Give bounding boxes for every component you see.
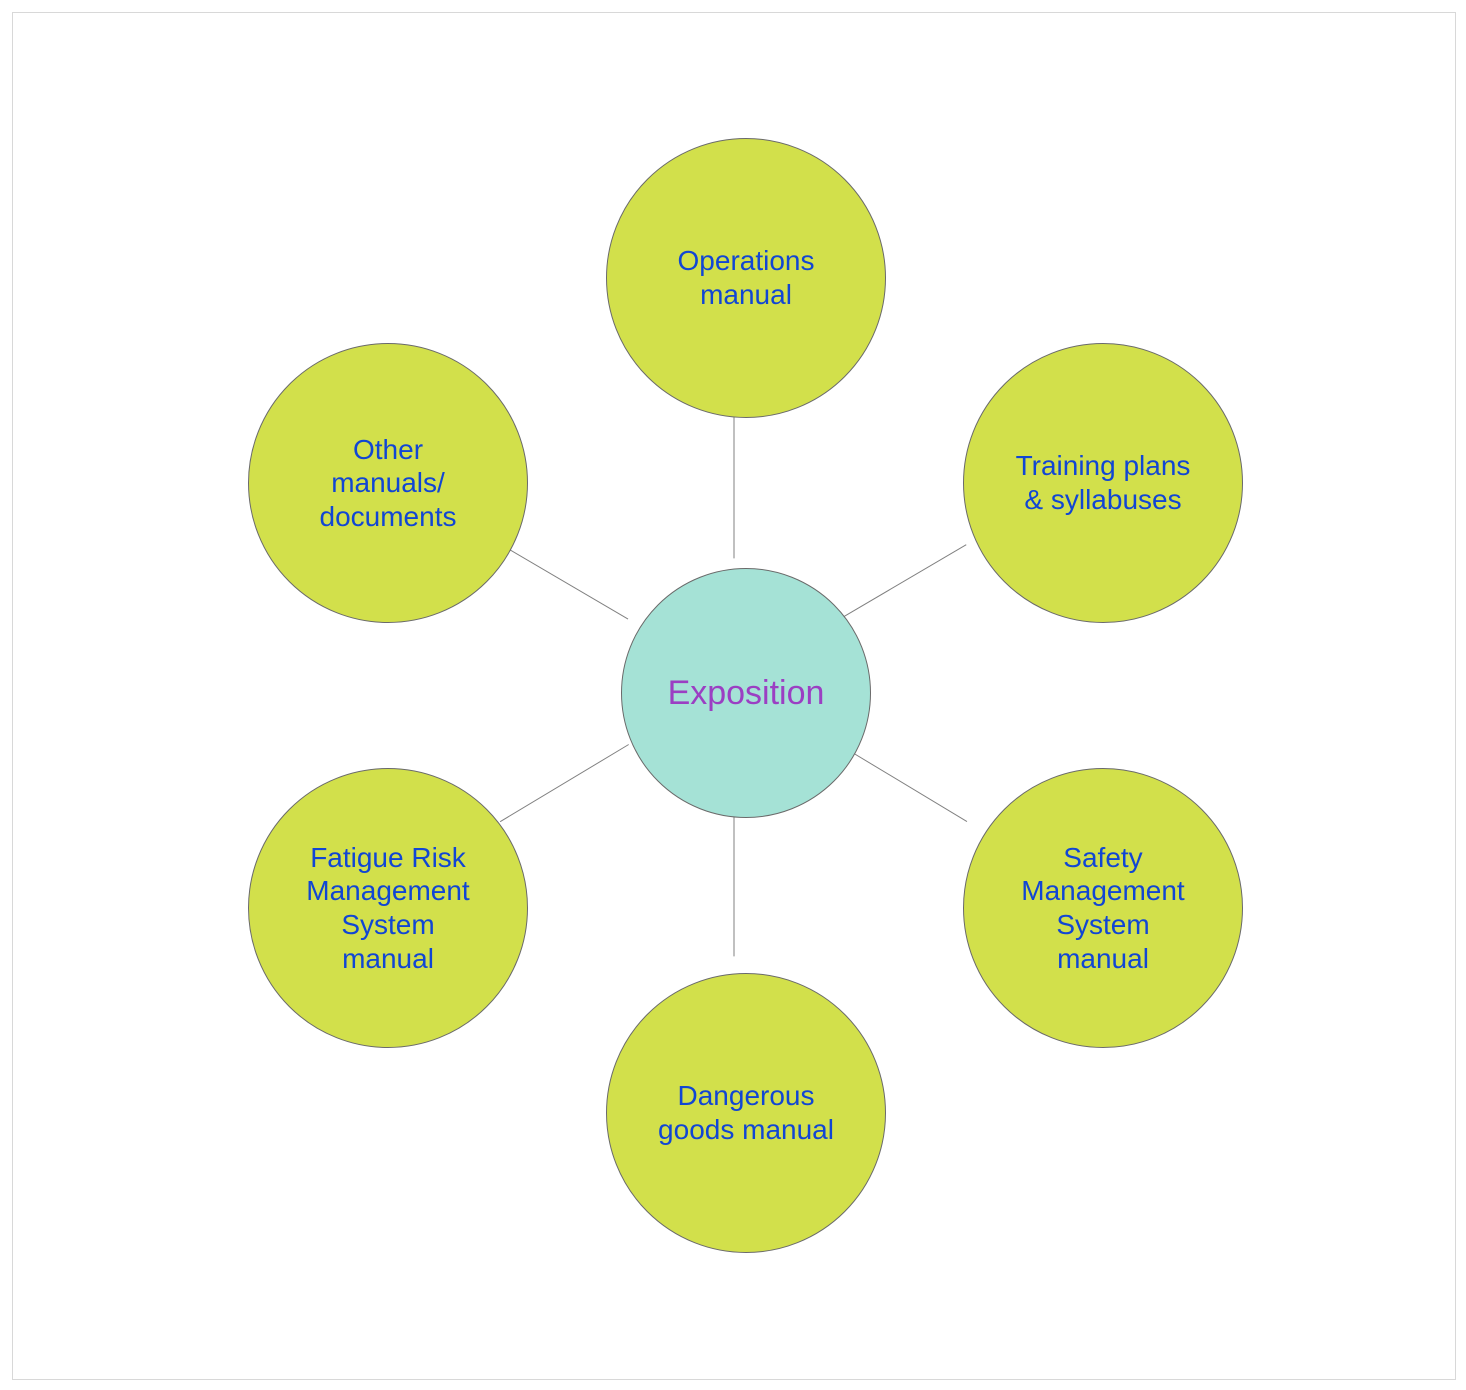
node-label-safety-management: Safety Management System manual: [1021, 841, 1184, 975]
node-training-plans: Training plans & syllabuses: [963, 343, 1243, 623]
node-exposition: Exposition: [621, 568, 871, 818]
diagram-canvas: Exposition Operations manual Training plan…: [12, 12, 1456, 1380]
node-other-manuals: Other manuals/ documents: [248, 343, 528, 623]
edge-other-manuals: [501, 544, 628, 619]
node-dangerous-goods: Dangerous goods manual: [606, 973, 886, 1253]
node-fatigue-risk: Fatigue Risk Management System manual: [248, 768, 528, 1048]
node-label-other-manuals: Other manuals/ documents: [320, 433, 457, 534]
node-label-exposition: Exposition: [668, 673, 825, 714]
node-label-training-plans: Training plans & syllabuses: [1016, 449, 1191, 516]
node-label-operations-manual: Operations manual: [678, 244, 815, 311]
edge-fatigue-risk: [500, 745, 629, 822]
node-label-dangerous-goods: Dangerous goods manual: [658, 1079, 834, 1146]
diagram-canvas-wrap: Exposition Operations manual Training plan…: [0, 0, 1466, 1390]
node-label-fatigue-risk: Fatigue Risk Management System manual: [306, 841, 469, 975]
node-safety-management: Safety Management System manual: [963, 768, 1243, 1048]
node-operations-manual: Operations manual: [606, 138, 886, 418]
edge-training-plans: [840, 545, 966, 619]
edge-safety-management: [839, 745, 967, 822]
